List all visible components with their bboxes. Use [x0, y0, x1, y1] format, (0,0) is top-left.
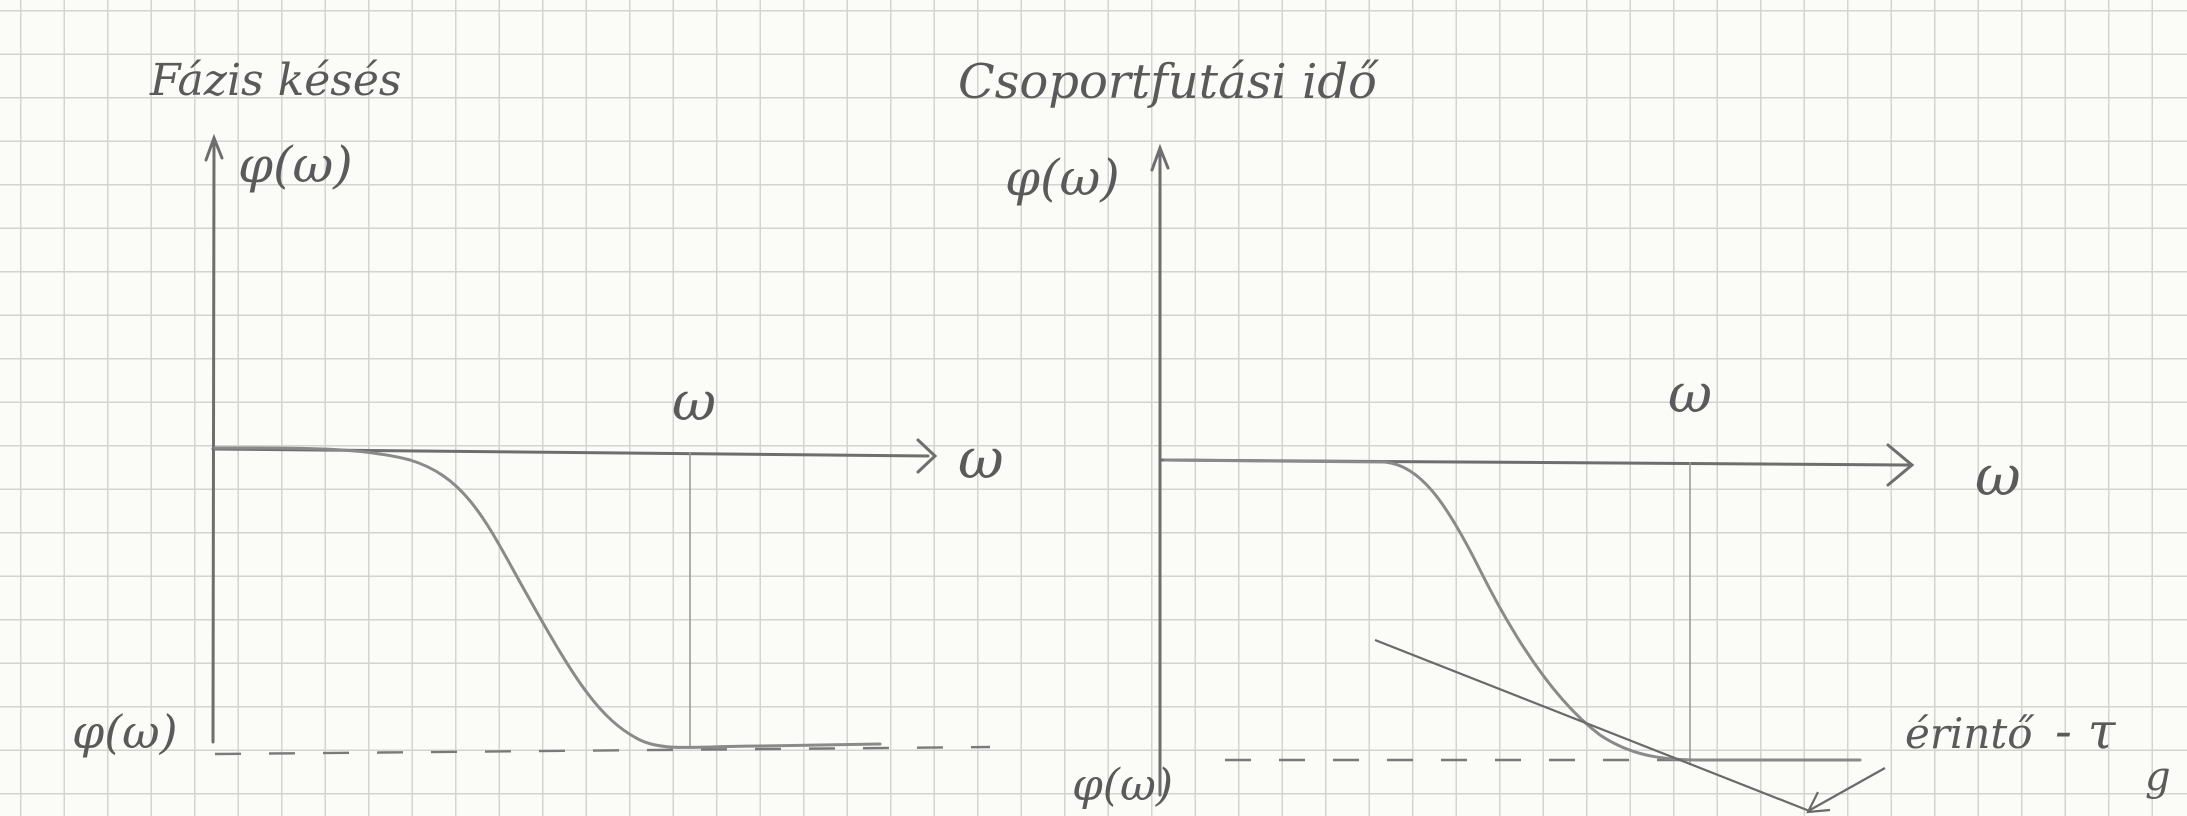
- left-x-axis-arrowhead: [916, 438, 938, 474]
- group-delay-curve: [1163, 458, 1862, 762]
- group-delay-diagram: Csoportfutási idő φ(ω) ω ω φ(ω) érintő: [958, 54, 2171, 814]
- phase-lag-title: Fázis késés: [149, 55, 402, 106]
- tangent-pointer-line: [1809, 767, 1886, 811]
- phase-lag-diagram: Fázis késés φ(ω) ω ω φ(ω): [72, 55, 1004, 759]
- right-y-axis-arrowhead: [1150, 143, 1170, 172]
- tau-label: - τ: [2055, 702, 2117, 760]
- phase-lag-curve: [213, 446, 882, 749]
- left-y-axis: [211, 138, 216, 744]
- left-plateau-dashed-line: [214, 745, 991, 756]
- right-x-axis-arrowhead: [1886, 443, 1915, 487]
- left-plateau-label: φ(ω): [72, 705, 178, 759]
- tangent-line: [1374, 638, 1813, 814]
- tangent-pointer-arrowhead: [1806, 791, 1831, 814]
- right-x-axis-label: ω: [1975, 444, 2021, 509]
- left-x-axis-label: ω: [958, 427, 1004, 492]
- left-y-axis-label: φ(ω): [238, 136, 353, 194]
- tau-subscript: g: [2145, 754, 2171, 800]
- right-y-axis-label: φ(ω): [1005, 149, 1120, 207]
- left-omega-marker-label: ω: [672, 370, 716, 433]
- left-y-axis-arrowhead: [204, 133, 224, 162]
- right-omega-marker-label: ω: [1668, 362, 1712, 425]
- group-delay-title: Csoportfutási idő: [958, 54, 1380, 110]
- right-plateau-label: φ(ω): [1072, 760, 1173, 811]
- tangent-label: érintő: [1905, 709, 2035, 758]
